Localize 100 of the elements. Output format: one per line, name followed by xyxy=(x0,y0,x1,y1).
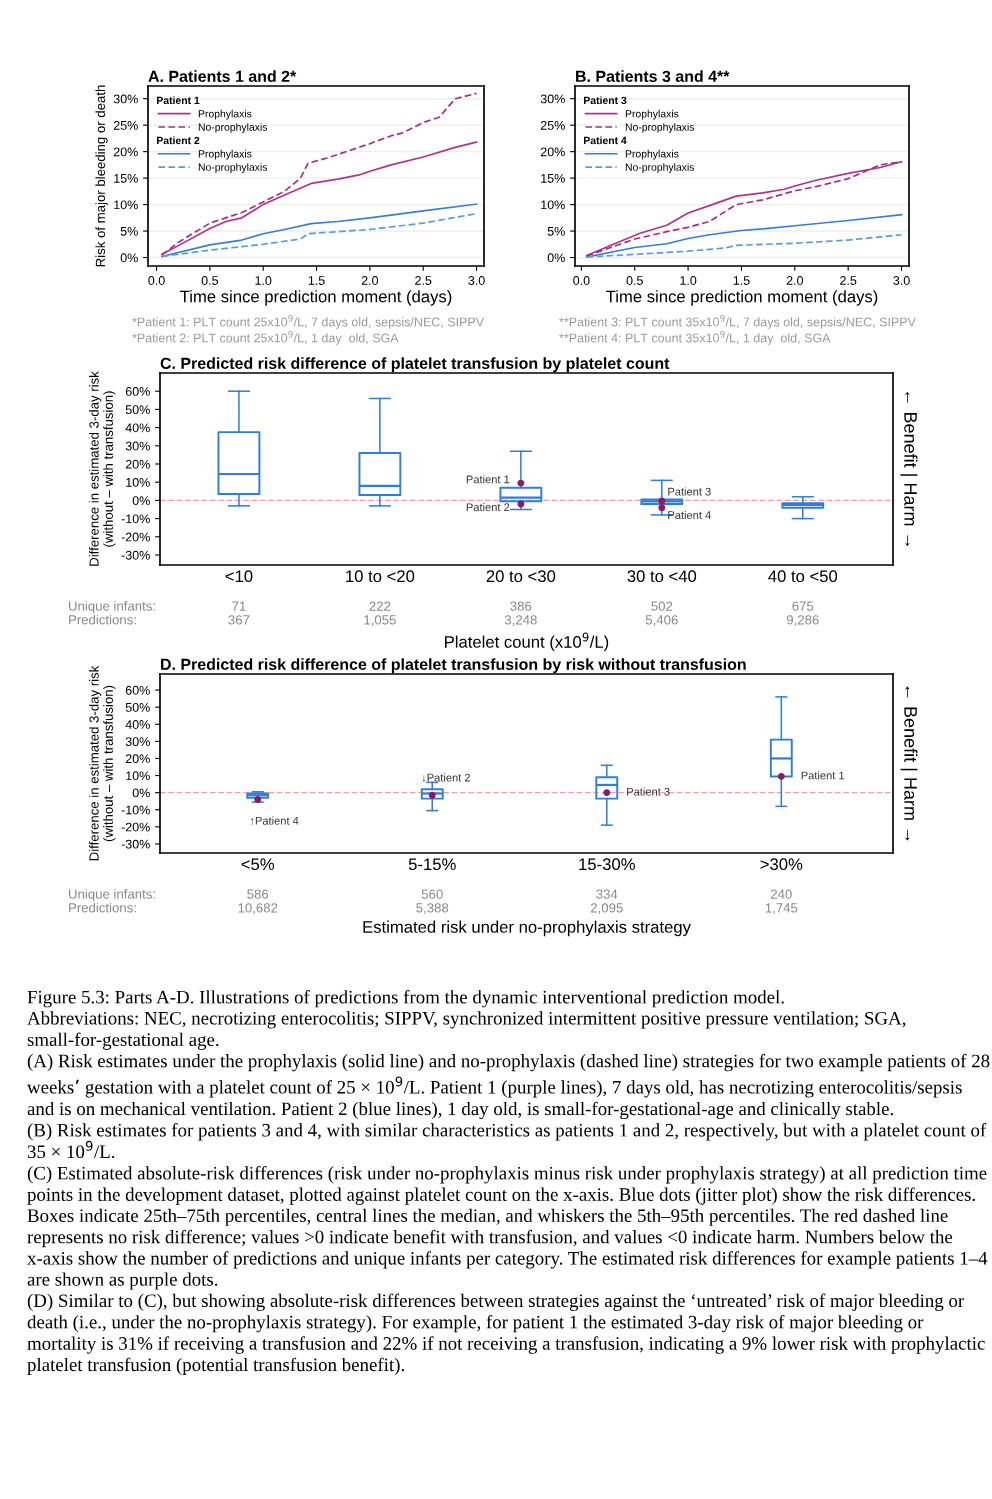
x-tick-label: 0.0 xyxy=(573,276,590,285)
legend-label: Prophylaxis xyxy=(198,109,252,120)
text: Unique infants: Predictions: xyxy=(69,889,155,913)
text: (A) Risk estimates under the prophylaxis (solid line) and no-prophylaxis (dashed line) strategies for two example patients of 28 weeks’ gestation with a platelet count of 25 × 10$^{9}$/L. Patient 1 (purple lines), 7 days old, has necrotizing enterocolitis/sepsis and is on mechanical ventilation. Patient 2 (blue lines), 1 day old, is small-for-gestational-age and clinically stable. xyxy=(27,1053,990,1120)
y-tick-label: -30% xyxy=(121,839,150,849)
x-axis-title: Platelet count (x10$^{9}$/L) xyxy=(445,632,609,652)
line-series xyxy=(161,203,478,258)
annotation: ↑Patient 4 xyxy=(250,816,299,825)
annotation: Patient 1 xyxy=(466,475,510,484)
x-tick-label: <10 xyxy=(225,570,253,583)
annotation: Patient 4 xyxy=(584,136,627,145)
y-tick-label: 60% xyxy=(125,387,150,396)
legend-label: Prophylaxis xyxy=(625,149,679,160)
x-axis-title: Estimated risk under no-prophylaxis strategy xyxy=(363,920,691,937)
y-tick-label: 0% xyxy=(547,253,565,263)
x-tick-label: 3.0 xyxy=(893,276,910,285)
text: **Patient 3: PLT count 35x10$^{9}$/L, 7 days old, sepsis/NEC, SIPPV xyxy=(559,315,916,329)
y-tick-label: -10% xyxy=(121,514,150,524)
x-tick-label: 15-30% xyxy=(579,858,635,871)
y-tick-label: 10% xyxy=(114,200,138,210)
legend-label: No-prophylaxis xyxy=(625,163,695,173)
legend-label: Prophylaxis xyxy=(625,109,679,120)
y-tick-label: 25% xyxy=(113,120,138,130)
x-tick-label: 2.5 xyxy=(840,276,857,285)
text: *Patient 1: PLT count 25x10$^{9}$/L, 7 days old, sepsis/NEC, SIPPV xyxy=(132,315,484,329)
x-tick-label: >30% xyxy=(760,858,803,871)
text: 675 9,286 xyxy=(786,601,819,627)
y-tick-label: 40% xyxy=(125,423,150,433)
y-tick-label: 40% xyxy=(125,720,150,729)
y-tick-label: -20% xyxy=(121,532,150,542)
y-tick-label: 20% xyxy=(125,459,150,469)
x-tick-label: 0.5 xyxy=(626,276,643,285)
chart-title: B. Patients 3 and 4** xyxy=(576,70,730,83)
y-tick-label: 20% xyxy=(540,147,565,157)
x-tick-label: 2.0 xyxy=(786,276,804,285)
legend-label: No-prophylaxis xyxy=(198,123,268,133)
text: Abbreviations: NEC, necrotizing enterocolitis; SIPPV, synchronized intermittent positive pressure ventilation; SGA, small-for-gestational age. xyxy=(27,1011,906,1050)
x-tick-label: 0.0 xyxy=(148,276,165,285)
x-tick-label: 5-15% xyxy=(408,858,456,871)
annotation: Patient 2 xyxy=(466,503,510,512)
y-axis-title: Difference in estimated 3-day risk (without – with transfusion) xyxy=(89,665,116,861)
x-axis-title: Time since prediction moment (days) xyxy=(606,290,878,306)
line-series xyxy=(585,160,903,257)
annotation: Patient 3 xyxy=(627,787,670,796)
chart-title: C. Predicted risk difference of platelet transfusion by platelet count xyxy=(160,357,670,373)
point xyxy=(603,789,611,797)
text: (B) Risk estimates for patients 3 and 4, with similar characteristics as patients 1 and 2, respectively, but with a platelet count of 35 × 10$^{9}$/L. xyxy=(27,1123,987,1159)
chart-title: A. Patients 1 and 2* xyxy=(148,70,297,82)
caption: Figure 5.3: Parts A-D. Illustrations of predictions from the dynamic interventional prediction model. xyxy=(27,990,784,1008)
y-tick-label: 20% xyxy=(113,147,138,157)
y-tick-label: -10% xyxy=(121,805,150,815)
x-tick-label: 1.0 xyxy=(680,276,697,285)
annotation: Patient 1 xyxy=(801,771,845,780)
x-tick-label: 30 to <40 xyxy=(627,570,697,583)
y-tick-label: 60% xyxy=(125,685,150,695)
text: 240 1,745 xyxy=(765,889,798,915)
annotation: ↓Patient 2 xyxy=(422,773,470,782)
y-tick-label: 30% xyxy=(125,737,150,747)
text: Unique infants: Predictions: xyxy=(69,601,155,625)
text: 502 5,406 xyxy=(645,601,678,627)
annotation: Patient 3 xyxy=(668,487,711,496)
y-tick-label: 5% xyxy=(120,226,138,236)
x-tick-label: 1.5 xyxy=(733,276,750,285)
y-tick-label: -30% xyxy=(121,550,150,560)
y-tick-label: 10% xyxy=(126,478,150,487)
y-tick-label: 0% xyxy=(120,253,138,263)
x-tick-label: 2.5 xyxy=(415,276,432,285)
y-tick-label: 30% xyxy=(113,94,138,104)
x-tick-label: 20 to <30 xyxy=(486,570,556,583)
annotation: Patient 2 xyxy=(157,136,200,145)
text: **Patient 4: PLT count 35x10$^{9}$/L, 1 day old, SGA xyxy=(559,331,831,345)
y-tick-label: 50% xyxy=(125,405,150,415)
text: 222 1,055 xyxy=(364,601,396,627)
x-tick-label: 2.0 xyxy=(361,276,379,285)
y-tick-label: -20% xyxy=(121,822,150,832)
y-tick-label: 20% xyxy=(125,754,150,764)
legend-label: No-prophylaxis xyxy=(625,123,695,133)
x-tick-label: 0.5 xyxy=(201,276,219,285)
text: 334 2,095 xyxy=(590,889,623,915)
x-axis-title: Time since prediction moment (days) xyxy=(180,290,452,306)
text: ← Benefit | Harm → xyxy=(900,392,918,546)
legend-label: No-prophylaxis xyxy=(198,163,268,173)
y-tick-label: 10% xyxy=(541,200,565,210)
y-tick-label: 10% xyxy=(126,771,150,781)
y-axis-title: Risk of major bleeding or death xyxy=(95,85,108,267)
text: (D) Similar to (C), but showing absolute-risk differences between strategies against the ‘untreated’ risk of major bleeding or death (i.e., under the no-prophylaxis strategy). For example, for patient 1 the estimated 3-day risk of major bleeding or mortality is 31% if receiving a transfusion and 22% if not receiving a transfusion, indicating a 9% lower risk with prophylactic platelet transfusion (potential transfusion benefit). xyxy=(27,1293,985,1376)
text: 71 367 xyxy=(228,601,250,625)
y-tick-label: 15% xyxy=(114,173,138,183)
text: ← Benefit | Harm → xyxy=(900,686,918,841)
y-tick-label: 0% xyxy=(132,788,150,798)
x-tick-label: 10 to <20 xyxy=(346,570,415,583)
line-series xyxy=(585,213,903,258)
text: *Patient 2: PLT count 25x10$^{9}$/L, 1 day old, SGA xyxy=(132,331,399,345)
y-tick-label: 0% xyxy=(132,496,150,506)
chart-title: D. Predicted risk difference of platelet transfusion by risk without transfusion xyxy=(161,658,746,674)
x-tick-label: 1.5 xyxy=(308,276,325,285)
legend-label: Prophylaxis xyxy=(198,149,252,160)
y-tick-label: 30% xyxy=(125,441,150,451)
y-tick-label: 15% xyxy=(541,173,565,183)
x-tick-label: <5% xyxy=(241,858,275,871)
